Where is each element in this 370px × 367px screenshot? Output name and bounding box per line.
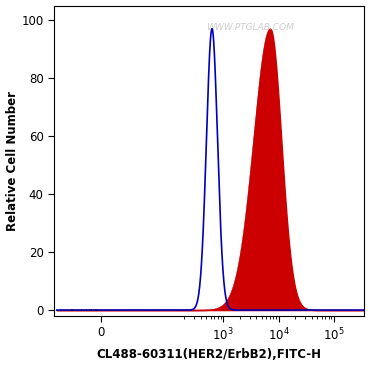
X-axis label: CL488-60311(HER2/ErbB2),FITC-H: CL488-60311(HER2/ErbB2),FITC-H: [97, 348, 322, 361]
Text: WWW.PTGLAB.COM: WWW.PTGLAB.COM: [206, 23, 293, 32]
Y-axis label: Relative Cell Number: Relative Cell Number: [6, 91, 18, 231]
